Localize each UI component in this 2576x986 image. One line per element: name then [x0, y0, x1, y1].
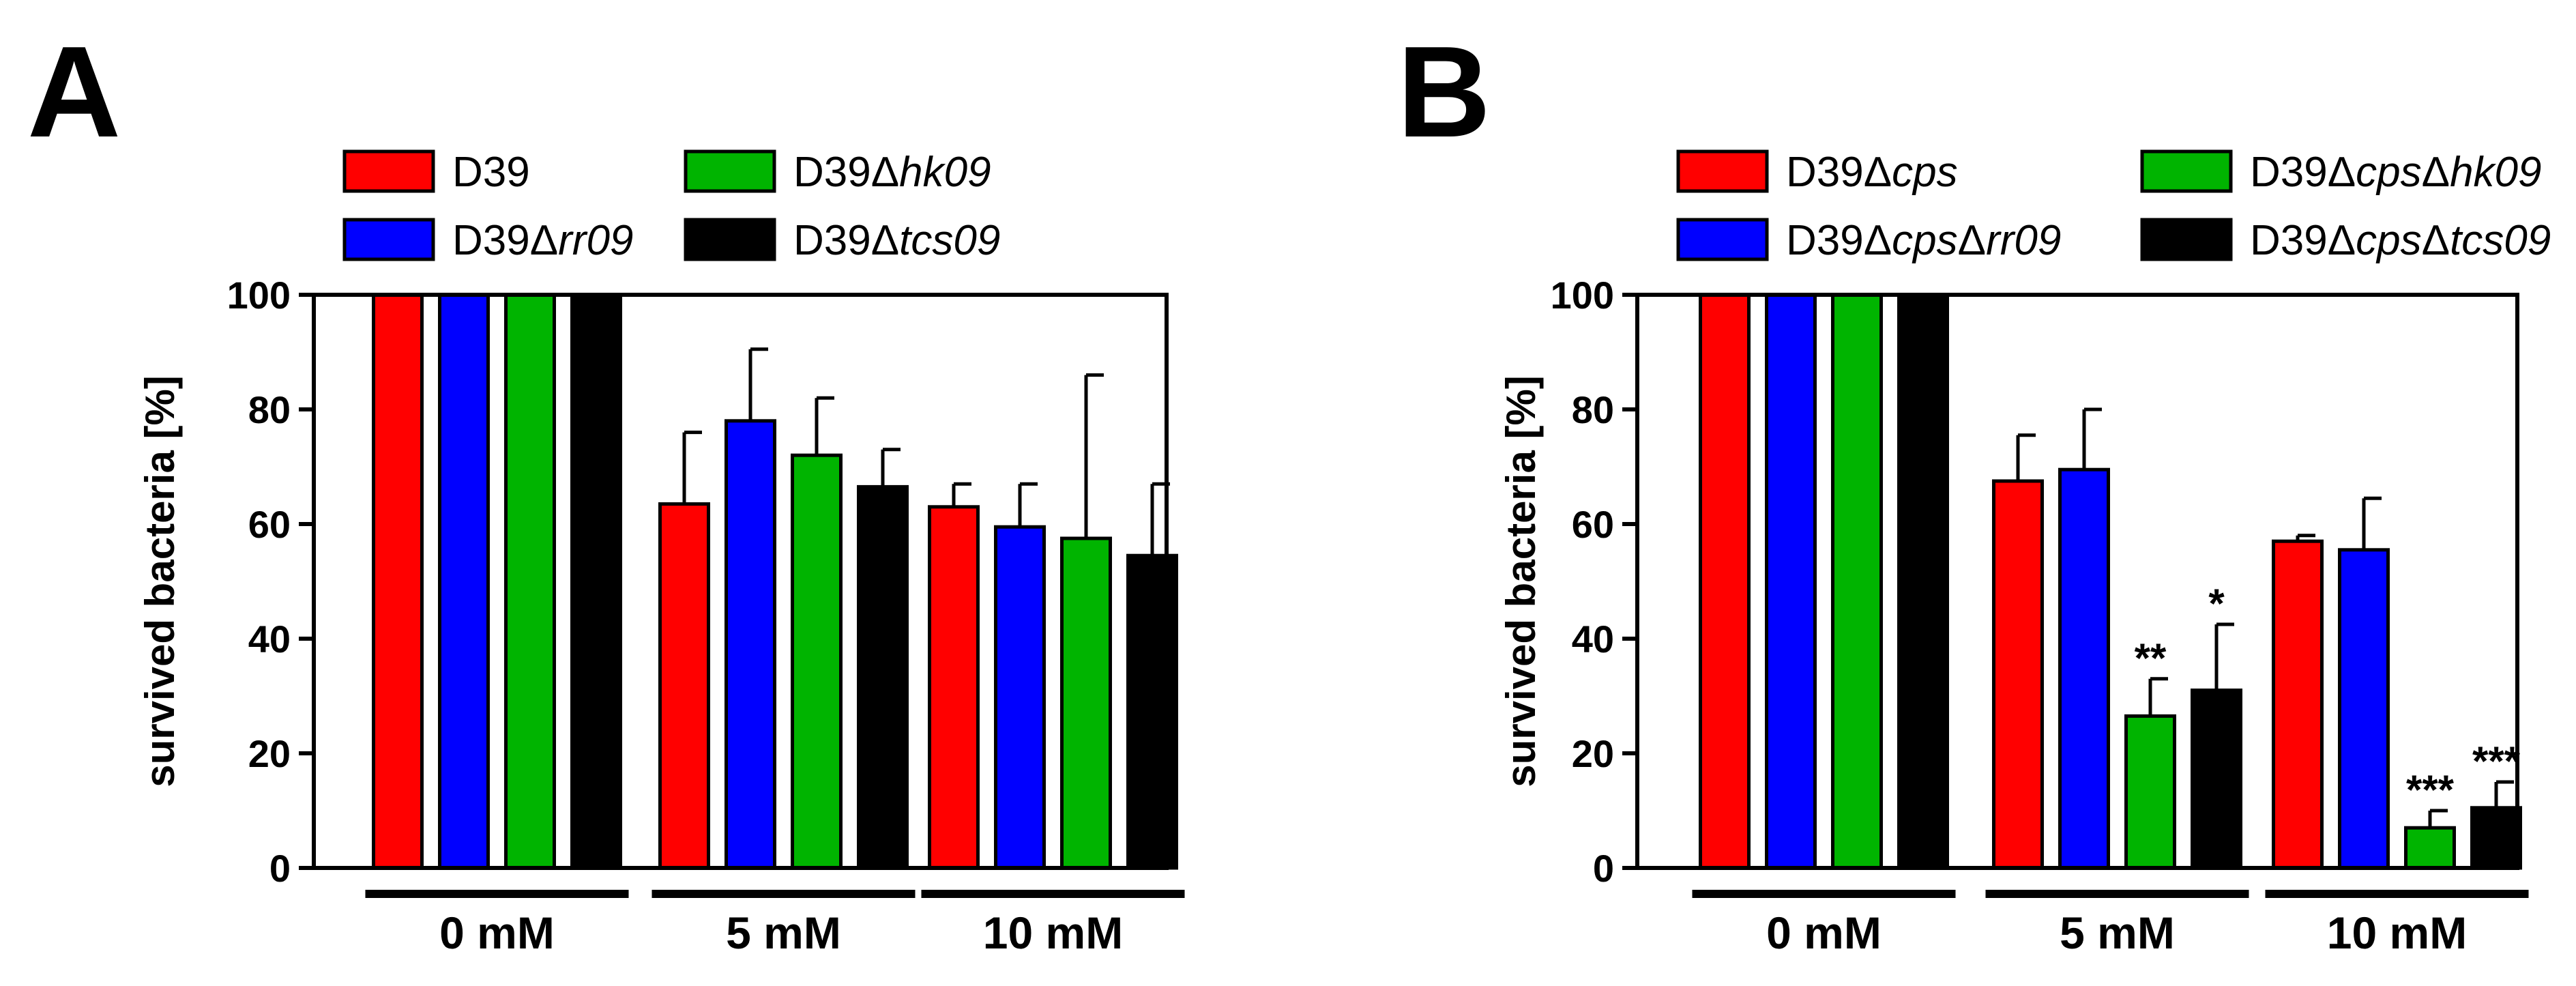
bar — [1992, 479, 2044, 870]
legend-item: D39Δhk09 — [684, 149, 991, 196]
legend-item: D39Δcps — [1676, 149, 1958, 196]
bar — [2404, 826, 2456, 870]
y-tick-label: 20 — [248, 732, 291, 775]
legend-item: D39ΔcpsΔtcs09 — [2140, 217, 2551, 264]
bar — [504, 293, 556, 870]
legend-label: D39Δcps — [1786, 149, 1958, 196]
group-label: 0 mM — [1766, 908, 1882, 958]
y-tick-label: 0 — [269, 847, 291, 890]
legend-item: D39Δtcs09 — [684, 217, 1000, 264]
plot-frame — [1635, 293, 2519, 870]
legend-item: D39 — [342, 149, 530, 196]
significance-marker: ** — [2135, 635, 2167, 681]
bar — [791, 453, 843, 870]
significance-marker: * — [2208, 581, 2225, 626]
y-tick-label: 40 — [1572, 618, 1614, 661]
bar — [1060, 536, 1112, 870]
legend-label: D39Δhk09 — [793, 149, 991, 196]
panel-letter: A — [27, 20, 121, 164]
y-tick-label: 0 — [1593, 847, 1614, 890]
group-label: 10 mM — [983, 908, 1123, 958]
bar — [2470, 806, 2522, 870]
panel-a: A D39 D39Δrr09 D39Δhk09 D39Δtcs09 0 20 40 60 80 10… — [27, 20, 1185, 958]
legend-label: D39Δtcs09 — [793, 217, 1000, 264]
bar — [2272, 539, 2324, 870]
legend-item: D39Δrr09 — [342, 217, 633, 264]
y-tick-label: 60 — [1572, 503, 1614, 546]
legend-label: D39Δrr09 — [452, 217, 633, 264]
bar — [570, 293, 622, 870]
y-axis-label: survived bacteria [%] — [137, 375, 183, 787]
bar — [1897, 293, 1949, 870]
legend-swatch — [684, 149, 776, 193]
significance-marker: *** — [2406, 767, 2455, 813]
plot-frame — [312, 293, 1169, 870]
legend-swatch — [1676, 218, 1769, 261]
panel-letter: B — [1397, 20, 1491, 164]
legend-label: D39ΔcpsΔhk09 — [2250, 149, 2542, 196]
group-label: 5 mM — [2060, 908, 2175, 958]
legend-item: D39ΔcpsΔhk09 — [2140, 149, 2542, 196]
legend-swatch — [342, 218, 435, 261]
bar — [994, 525, 1046, 870]
bar — [1765, 293, 1817, 870]
significance-marker: *** — [2472, 738, 2521, 784]
panel-b: B D39Δcps D39ΔcpsΔrr09 D39ΔcpsΔhk09 D39ΔcpsΔ… — [1397, 20, 2551, 958]
group-label: 0 mM — [439, 908, 555, 958]
bar — [724, 419, 776, 870]
bar — [2124, 714, 2176, 870]
legend-label: D39 — [452, 149, 530, 196]
bar — [2191, 688, 2242, 870]
y-tick-label: 100 — [227, 274, 291, 317]
bar — [1831, 293, 1883, 870]
group-label: 10 mM — [2327, 908, 2467, 958]
y-tick-label: 80 — [1572, 388, 1614, 431]
bar — [1126, 553, 1178, 870]
y-tick-label: 80 — [248, 388, 291, 431]
y-tick-label: 40 — [248, 618, 291, 661]
y-tick-label: 20 — [1572, 732, 1614, 775]
legend-label: D39ΔcpsΔrr09 — [1786, 217, 2061, 264]
bar — [1699, 293, 1751, 870]
bar — [658, 502, 710, 870]
legend-swatch — [2140, 218, 2233, 261]
legend-item: D39ΔcpsΔrr09 — [1676, 217, 2061, 264]
legend-swatch — [684, 218, 776, 261]
bar — [2338, 548, 2390, 870]
legend-swatch — [342, 149, 435, 193]
group-label: 5 mM — [726, 908, 841, 958]
bar — [857, 484, 909, 870]
y-axis-label: survived bacteria [%] — [1498, 375, 1544, 787]
bar — [928, 505, 980, 870]
legend-swatch — [1676, 149, 1769, 193]
legend-swatch — [2140, 149, 2233, 193]
y-tick-label: 100 — [1551, 274, 1614, 317]
y-tick-label: 60 — [248, 503, 291, 546]
bar — [438, 293, 490, 870]
bar — [2058, 467, 2110, 870]
bar — [372, 293, 424, 870]
legend-label: D39ΔcpsΔtcs09 — [2250, 217, 2551, 264]
